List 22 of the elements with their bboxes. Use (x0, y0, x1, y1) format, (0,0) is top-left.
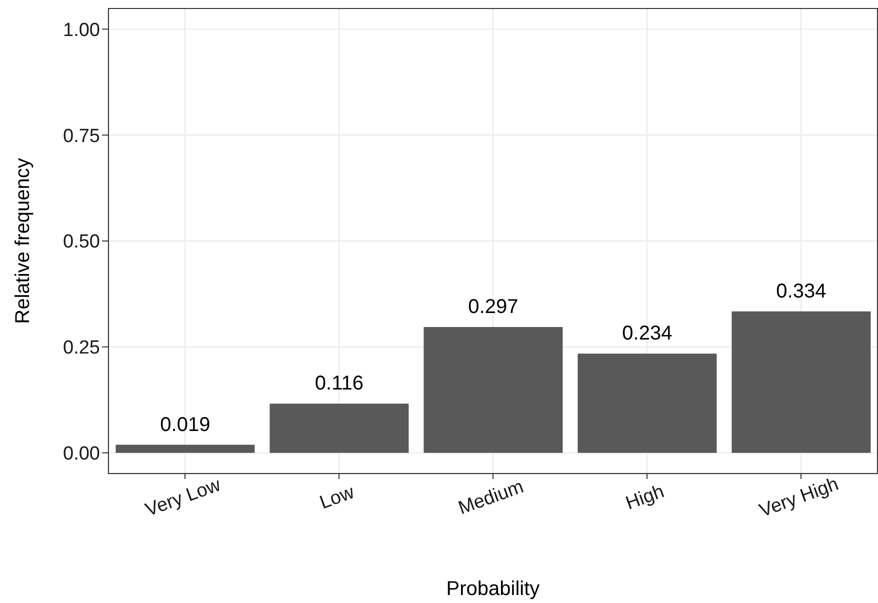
x-tick-label: Very Low (142, 474, 224, 522)
data-label: 0.116 (314, 372, 364, 395)
y-tick-label: 0.00 (63, 444, 100, 465)
bar (270, 404, 409, 453)
x-tick-label: Very High (756, 474, 842, 522)
y-tick-label: 1.00 (63, 20, 100, 41)
y-tick-label: 0.25 (63, 338, 100, 359)
data-label: 0.297 (468, 296, 518, 318)
x-tick-label: Medium (456, 476, 526, 520)
data-label: 0.334 (776, 280, 826, 302)
bar (424, 327, 563, 453)
x-axis-title: Probability (446, 578, 540, 600)
bar (732, 311, 871, 453)
data-label: 0.234 (622, 322, 672, 345)
y-tick-label: 0.75 (63, 126, 100, 147)
x-tick-label: High (623, 481, 668, 514)
bar (578, 354, 717, 453)
bar (116, 444, 255, 453)
data-label: 0.019 (160, 414, 210, 436)
y-axis-title: Relative frequency (12, 158, 34, 324)
y-tick-label: 0.50 (63, 232, 100, 253)
x-tick-label: Low (317, 482, 358, 514)
